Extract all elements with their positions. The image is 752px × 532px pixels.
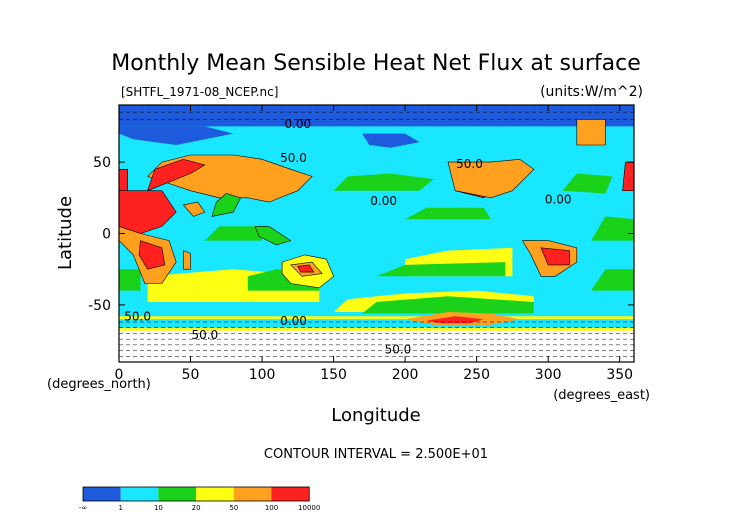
legend-swatch — [271, 487, 310, 501]
contour-label: 0.00 — [280, 314, 307, 328]
units-label: (units:W/m^2) — [540, 84, 643, 100]
y-axis-label: Latitude — [55, 196, 76, 270]
land-europe-edge — [119, 169, 128, 191]
x-tick-label: 350 — [606, 367, 633, 383]
land-australia-hot — [297, 264, 315, 273]
land-south-america-hot — [540, 247, 570, 266]
land-maritime-continent — [254, 226, 292, 246]
flux-band-arctic-extension — [119, 126, 234, 145]
contour-label: 0.00 — [545, 193, 572, 207]
contour-labels: 0.00 50.0 0.00 50.0 0.00 50.0 0.00 50.0 50.0 — [124, 117, 571, 357]
land-north-america — [447, 158, 535, 199]
land-greenland — [576, 119, 606, 146]
flux-band-antarctic-coast — [119, 319, 634, 328]
legend-swatch — [158, 487, 197, 501]
legend-label: 1 — [118, 504, 122, 512]
contour-label: 0.00 — [284, 117, 311, 131]
legend-label: 20 — [192, 504, 201, 512]
x-unit-label: (degrees_east) — [553, 388, 650, 403]
flux-band-bering — [362, 133, 420, 148]
chart-subtitle: [SHTFL_1971-08_NCEP.nc] — [121, 85, 278, 99]
legend-swatch — [120, 487, 159, 501]
land-sahara — [119, 190, 177, 234]
land-central-asia-hot — [147, 158, 206, 192]
flux-band-atlantic-green — [591, 269, 634, 291]
y-tick-label: -50 — [88, 298, 111, 314]
flux-band-southern-red — [426, 316, 484, 324]
land-arabia — [182, 201, 206, 217]
x-axis-label: Longitude — [331, 405, 421, 426]
map-plot-area — [119, 105, 634, 362]
y-unit-label: (degrees_north) — [47, 377, 151, 392]
chart-title: Monthly Mean Sensible Heat Net Flux at s… — [111, 51, 641, 76]
legend-label: 10000 — [298, 504, 320, 512]
x-tick-label: 300 — [535, 367, 562, 383]
legend-frame — [82, 486, 310, 502]
land-africa-hot — [138, 240, 166, 270]
legend-swatch — [196, 487, 234, 501]
land-madagascar — [183, 250, 191, 270]
contour-label: 50.0 — [191, 328, 218, 342]
flux-band-pacific-green — [376, 262, 506, 277]
legend-swatch — [83, 487, 121, 501]
legend-label: 100 — [265, 504, 278, 512]
flux-band-south-pacific-mid — [362, 296, 534, 314]
y-axis: -50 0 50 — [88, 155, 634, 314]
contour-label: 0.00 — [370, 194, 397, 208]
flux-band-atlantic-green-west — [119, 269, 141, 291]
x-tick-label: 50 — [182, 367, 200, 383]
flux-band-equatorial-indian-green — [204, 226, 263, 241]
x-tick-label: 100 — [249, 367, 276, 383]
flux-band-equatorial-atlantic-green — [591, 216, 634, 241]
flux-band-arctic — [119, 105, 634, 127]
legend-label: -∞ — [79, 504, 87, 512]
y-tick-label: 0 — [102, 227, 111, 243]
flux-band-north-pacific-green — [333, 173, 434, 191]
contour-label: 50.0 — [385, 342, 412, 356]
legend-label: 50 — [229, 504, 238, 512]
contour-label: 50.0 — [456, 157, 483, 171]
flux-band-antarctica — [119, 330, 634, 362]
legend-swatch — [233, 487, 272, 501]
contour-interval: CONTOUR INTERVAL = 2.500E+01 — [264, 447, 488, 462]
land-india — [211, 193, 242, 217]
contour-label: 50.0 — [280, 151, 307, 165]
flux-band-tropical-pacific-green — [405, 207, 491, 220]
x-tick-label: 150 — [320, 367, 347, 383]
legend-label: 10 — [154, 504, 163, 512]
y-tick-label: 50 — [93, 155, 111, 171]
contour-label: 50.0 — [124, 310, 151, 324]
x-tick-label: 200 — [392, 367, 419, 383]
x-axis: 0 50 100 150 200 250 300 350 — [115, 105, 633, 383]
land-iberia-edge — [622, 161, 634, 191]
x-tick-label: 250 — [463, 367, 490, 383]
color-legend: -∞ 1 10 20 50 100 10000 — [79, 486, 320, 512]
flux-band-north-atlantic-green — [562, 173, 613, 194]
x-tick-label: 0 — [115, 367, 124, 383]
